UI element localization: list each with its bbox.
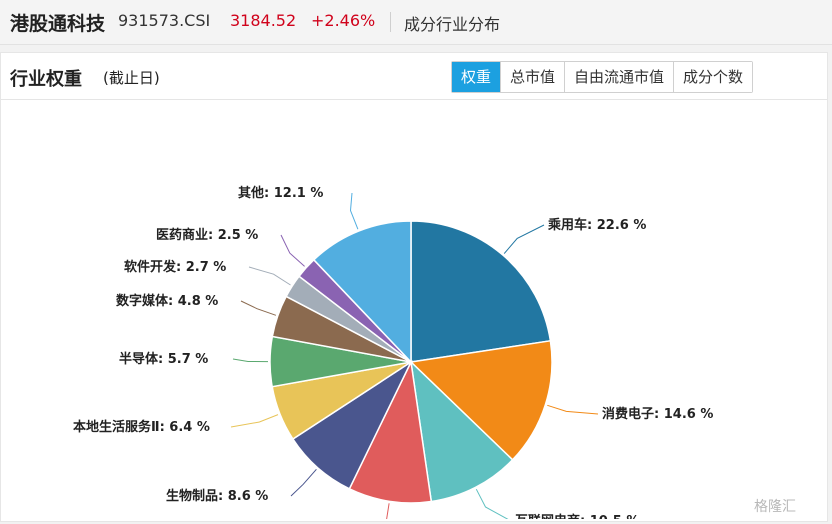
industry-weight-panel: 行业权重 (截止日) 权重 总市值 自由流通市值 成分个数 乘用车: 22.6 … [0, 52, 828, 522]
slice-label: 乘用车: 22.6 % [547, 217, 646, 233]
slice-label: 互联网电商: 10.5 % [515, 513, 639, 519]
pie-slice[interactable] [409, 359, 514, 503]
leader-line [290, 468, 317, 497]
slice-label: 消费电子: 14.6 % [602, 406, 713, 422]
index-code: 931573.CSI [118, 11, 211, 30]
slice-label: 其他: 12.1 % [238, 185, 323, 201]
pie-slice[interactable] [312, 220, 412, 364]
leader-line [230, 414, 279, 428]
total-market-cap-button[interactable]: 总市值 [500, 62, 565, 92]
title-bar: 港股通科技 931573.CSI 3184.52 +2.46% 成分行业分布 [0, 0, 832, 45]
panel-header: 行业权重 (截止日) 权重 总市值 自由流通市值 成分个数 [1, 53, 827, 100]
section-tab[interactable]: 成分行业分布 [404, 15, 501, 34]
leader-line [232, 358, 269, 363]
panel-title: 行业权重 [10, 69, 82, 90]
leader-line [475, 488, 509, 519]
slice-label: 本地生活服务Ⅱ: 6.4 % [73, 419, 210, 435]
slice-label: 医药商业: 2.5 % [156, 227, 258, 243]
watermark: 格隆汇 [754, 499, 796, 515]
metric-toggle: 权重 总市值 自由流通市值 成分个数 [451, 61, 754, 93]
leader-line [503, 224, 545, 254]
pie-chart: 乘用车: 22.6 %消费电子: 14.6 %互联网电商: 10.5 %社交Ⅱ:… [73, 185, 713, 519]
divider [390, 12, 391, 32]
leader-line [547, 404, 599, 415]
slice-label: 生物制品: 8.6 % [166, 488, 268, 504]
weight-button[interactable]: 权重 [452, 62, 501, 92]
pie-slice[interactable] [409, 339, 553, 461]
leader-line [349, 192, 359, 230]
leader-line [386, 503, 390, 519]
free-float-market-cap-button[interactable]: 自由流通市值 [564, 62, 674, 92]
pie-slice[interactable] [348, 359, 433, 504]
constituent-count-button[interactable]: 成分个数 [673, 62, 753, 92]
slice-label: 数字媒体: 4.8 % [116, 293, 218, 309]
leader-line [240, 300, 277, 316]
index-name: 港股通科技 [10, 13, 106, 35]
pie-slice[interactable] [410, 220, 552, 363]
leader-line [280, 234, 305, 267]
slice-label: 半导体: 5.7 % [119, 351, 208, 367]
panel-subtitle: (截止日) [103, 69, 160, 87]
slice-label: 软件开发: 2.7 % [124, 259, 226, 275]
index-change: +2.46% [311, 11, 376, 30]
index-price: 3184.52 [230, 11, 297, 30]
leader-line [248, 266, 291, 286]
